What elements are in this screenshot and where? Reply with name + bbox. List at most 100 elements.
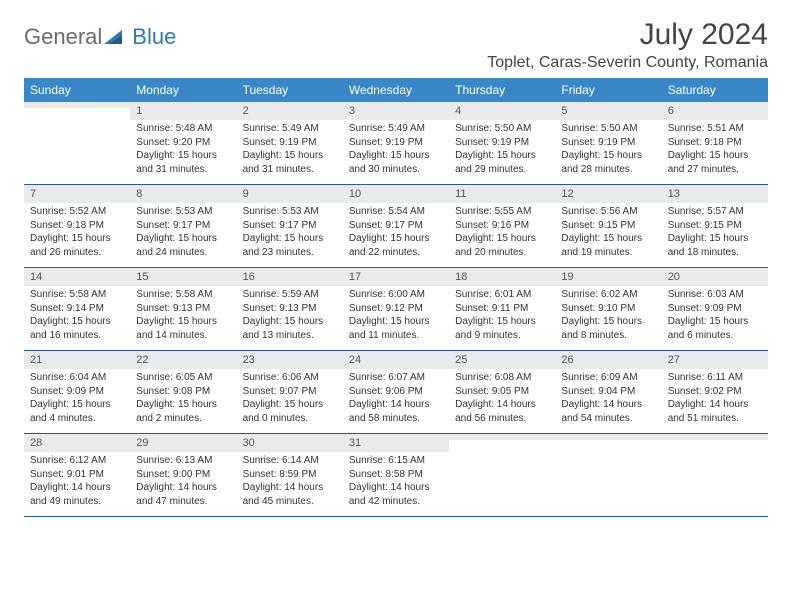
calendar-cell: 5Sunrise: 5:50 AMSunset: 9:19 PMDaylight… xyxy=(555,102,661,185)
weekday-header: Thursday xyxy=(449,78,555,102)
day-number: 4 xyxy=(449,102,555,120)
cell-details xyxy=(662,440,768,498)
detail-sunrise: Sunrise: 6:00 AM xyxy=(349,288,443,302)
detail-sunset: Sunset: 9:19 PM xyxy=(349,136,443,150)
cell-details: Sunrise: 5:54 AMSunset: 9:17 PMDaylight:… xyxy=(343,203,449,267)
calendar-cell: 11Sunrise: 5:55 AMSunset: 9:16 PMDayligh… xyxy=(449,185,555,268)
cell-details: Sunrise: 5:58 AMSunset: 9:13 PMDaylight:… xyxy=(130,286,236,350)
weekday-header: Saturday xyxy=(662,78,768,102)
calendar-cell: 7Sunrise: 5:52 AMSunset: 9:18 PMDaylight… xyxy=(24,185,130,268)
detail-daylight1: Daylight: 15 hours xyxy=(136,149,230,163)
detail-daylight1: Daylight: 15 hours xyxy=(136,398,230,412)
day-number: 22 xyxy=(130,351,236,369)
detail-daylight2: and 11 minutes. xyxy=(349,329,443,343)
day-number: 26 xyxy=(555,351,661,369)
day-number: 6 xyxy=(662,102,768,120)
detail-sunset: Sunset: 9:17 PM xyxy=(136,219,230,233)
weekday-header: Tuesday xyxy=(237,78,343,102)
calendar-cell: 20Sunrise: 6:03 AMSunset: 9:09 PMDayligh… xyxy=(662,268,768,351)
day-number: 14 xyxy=(24,268,130,286)
detail-daylight2: and 49 minutes. xyxy=(30,495,124,509)
location: Toplet, Caras-Severin County, Romania xyxy=(487,54,768,72)
detail-sunrise: Sunrise: 6:04 AM xyxy=(30,371,124,385)
detail-daylight2: and 23 minutes. xyxy=(243,246,337,260)
detail-sunset: Sunset: 9:16 PM xyxy=(455,219,549,233)
calendar-cell xyxy=(24,102,130,185)
detail-daylight1: Daylight: 14 hours xyxy=(668,398,762,412)
detail-sunset: Sunset: 9:17 PM xyxy=(243,219,337,233)
detail-daylight1: Daylight: 15 hours xyxy=(455,315,549,329)
calendar-cell: 23Sunrise: 6:06 AMSunset: 9:07 PMDayligh… xyxy=(237,351,343,434)
cell-details: Sunrise: 5:58 AMSunset: 9:14 PMDaylight:… xyxy=(24,286,130,350)
calendar-table: Sunday Monday Tuesday Wednesday Thursday… xyxy=(24,78,768,517)
day-number: 16 xyxy=(237,268,343,286)
detail-daylight1: Daylight: 15 hours xyxy=(668,149,762,163)
detail-daylight2: and 4 minutes. xyxy=(30,412,124,426)
detail-daylight2: and 31 minutes. xyxy=(136,163,230,177)
day-number: 11 xyxy=(449,185,555,203)
weekday-header: Wednesday xyxy=(343,78,449,102)
day-number: 30 xyxy=(237,434,343,452)
detail-sunset: Sunset: 9:04 PM xyxy=(561,385,655,399)
cell-details: Sunrise: 5:52 AMSunset: 9:18 PMDaylight:… xyxy=(24,203,130,267)
detail-daylight1: Daylight: 14 hours xyxy=(136,481,230,495)
detail-sunrise: Sunrise: 5:54 AM xyxy=(349,205,443,219)
detail-sunrise: Sunrise: 6:09 AM xyxy=(561,371,655,385)
cell-details: Sunrise: 6:13 AMSunset: 9:00 PMDaylight:… xyxy=(130,452,236,516)
detail-sunrise: Sunrise: 5:58 AM xyxy=(30,288,124,302)
detail-daylight2: and 19 minutes. xyxy=(561,246,655,260)
day-number: 1 xyxy=(130,102,236,120)
detail-sunset: Sunset: 9:15 PM xyxy=(668,219,762,233)
day-number: 5 xyxy=(555,102,661,120)
detail-sunset: Sunset: 9:13 PM xyxy=(243,302,337,316)
detail-daylight1: Daylight: 14 hours xyxy=(349,398,443,412)
cell-details: Sunrise: 5:48 AMSunset: 9:20 PMDaylight:… xyxy=(130,120,236,184)
detail-sunset: Sunset: 9:06 PM xyxy=(349,385,443,399)
calendar-cell: 14Sunrise: 5:58 AMSunset: 9:14 PMDayligh… xyxy=(24,268,130,351)
cell-details: Sunrise: 5:53 AMSunset: 9:17 PMDaylight:… xyxy=(130,203,236,267)
calendar-cell: 9Sunrise: 5:53 AMSunset: 9:17 PMDaylight… xyxy=(237,185,343,268)
month-title: July 2024 xyxy=(487,18,768,52)
calendar-cell: 2Sunrise: 5:49 AMSunset: 9:19 PMDaylight… xyxy=(237,102,343,185)
detail-sunset: Sunset: 9:02 PM xyxy=(668,385,762,399)
calendar-cell xyxy=(449,434,555,517)
day-number: 18 xyxy=(449,268,555,286)
detail-daylight2: and 51 minutes. xyxy=(668,412,762,426)
day-number: 12 xyxy=(555,185,661,203)
detail-daylight2: and 56 minutes. xyxy=(455,412,549,426)
day-number: 24 xyxy=(343,351,449,369)
title-block: July 2024 Toplet, Caras-Severin County, … xyxy=(487,18,768,72)
calendar-cell: 3Sunrise: 5:49 AMSunset: 9:19 PMDaylight… xyxy=(343,102,449,185)
detail-daylight1: Daylight: 15 hours xyxy=(561,149,655,163)
detail-sunset: Sunset: 9:17 PM xyxy=(349,219,443,233)
day-number: 10 xyxy=(343,185,449,203)
cell-details: Sunrise: 5:50 AMSunset: 9:19 PMDaylight:… xyxy=(555,120,661,184)
detail-sunrise: Sunrise: 6:12 AM xyxy=(30,454,124,468)
detail-sunset: Sunset: 9:18 PM xyxy=(30,219,124,233)
cell-details: Sunrise: 6:01 AMSunset: 9:11 PMDaylight:… xyxy=(449,286,555,350)
detail-sunset: Sunset: 9:09 PM xyxy=(30,385,124,399)
cell-details: Sunrise: 5:59 AMSunset: 9:13 PMDaylight:… xyxy=(237,286,343,350)
cell-details: Sunrise: 6:06 AMSunset: 9:07 PMDaylight:… xyxy=(237,369,343,433)
calendar-week-row: 14Sunrise: 5:58 AMSunset: 9:14 PMDayligh… xyxy=(24,268,768,351)
cell-details: Sunrise: 6:07 AMSunset: 9:06 PMDaylight:… xyxy=(343,369,449,433)
calendar-cell: 29Sunrise: 6:13 AMSunset: 9:00 PMDayligh… xyxy=(130,434,236,517)
calendar-week-row: 7Sunrise: 5:52 AMSunset: 9:18 PMDaylight… xyxy=(24,185,768,268)
detail-daylight2: and 45 minutes. xyxy=(243,495,337,509)
calendar-cell: 4Sunrise: 5:50 AMSunset: 9:19 PMDaylight… xyxy=(449,102,555,185)
detail-daylight2: and 28 minutes. xyxy=(561,163,655,177)
detail-sunrise: Sunrise: 5:59 AM xyxy=(243,288,337,302)
detail-daylight1: Daylight: 14 hours xyxy=(349,481,443,495)
day-number: 19 xyxy=(555,268,661,286)
detail-daylight2: and 24 minutes. xyxy=(136,246,230,260)
detail-daylight1: Daylight: 15 hours xyxy=(30,315,124,329)
detail-daylight2: and 22 minutes. xyxy=(349,246,443,260)
calendar-week-row: 21Sunrise: 6:04 AMSunset: 9:09 PMDayligh… xyxy=(24,351,768,434)
cell-details: Sunrise: 6:02 AMSunset: 9:10 PMDaylight:… xyxy=(555,286,661,350)
detail-daylight2: and 6 minutes. xyxy=(668,329,762,343)
detail-sunset: Sunset: 9:09 PM xyxy=(668,302,762,316)
day-number: 23 xyxy=(237,351,343,369)
detail-daylight1: Daylight: 15 hours xyxy=(243,398,337,412)
cell-details: Sunrise: 6:08 AMSunset: 9:05 PMDaylight:… xyxy=(449,369,555,433)
calendar-cell: 26Sunrise: 6:09 AMSunset: 9:04 PMDayligh… xyxy=(555,351,661,434)
